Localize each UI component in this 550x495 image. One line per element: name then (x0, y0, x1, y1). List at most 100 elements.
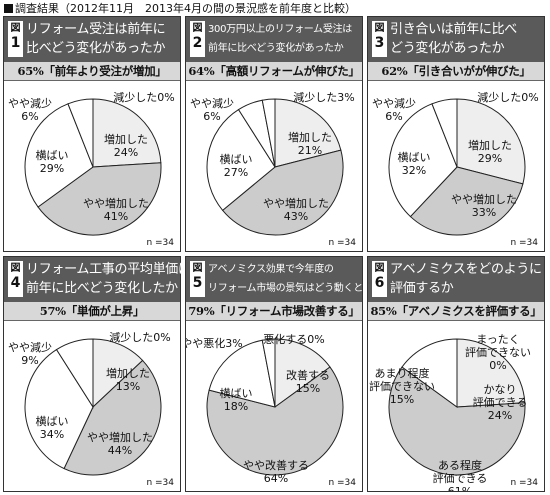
survey-caption: 調査結果（2012年11月 2013年4月の間の景況感を前年度と比較） (4, 2, 356, 15)
slice-label: 増加した 29% (468, 139, 512, 165)
chart-title-line: 引き合いは前年に比べ (390, 22, 518, 37)
chart-title: リフォーム受注は前年に 比べどう変化があったか (26, 20, 177, 58)
slice-label: 横ばい 32% (398, 150, 431, 177)
figure-label: 図 (10, 23, 21, 34)
figure-index: 4 (10, 275, 21, 291)
figure-label: 図 (10, 263, 21, 274)
slice-label: 悪化する0% (263, 332, 324, 346)
slice-label: 増加した 13% (106, 367, 150, 393)
slice-label: 減少した0% (477, 90, 538, 104)
chart-title: アベノミクス効果で今年度の リフォーム市場の景気はどう動くと思うか (208, 260, 392, 298)
square-bullet-icon (4, 4, 13, 13)
pie-slice (456, 98, 526, 185)
panel-header: 図 5 アベノミクス効果で今年度の リフォーム市場の景気はどう動くと思うか (186, 257, 392, 302)
chart-title-line: 300万円以上のリフォーム受注は (208, 24, 352, 35)
chart-panel-6: 図 6 アベノミクスをどのように 評価するか 85%「アベノミクスを評価する」 かなり評価… (367, 256, 545, 492)
pie-slice (274, 98, 342, 168)
panel-header: 図 6 アベノミクスをどのように 評価するか (368, 257, 544, 302)
slice-label: やや増加した 41% (83, 197, 149, 223)
chart-title-line: 前年に比べどう変化があったか (208, 43, 344, 54)
slice-label: やや増加した 33% (451, 193, 517, 219)
slice-label: やや改善する 64% (243, 458, 309, 485)
summary-quote: 62%「引き合いがが伸びた」 (368, 62, 544, 81)
chart-panel-4: 図 4 リフォーム工事の平均単価は 前年に比べどう変化したか 57%「単価が上昇」 増加し… (3, 256, 191, 492)
pie-slice (24, 103, 94, 208)
figure-index: 2 (192, 35, 203, 51)
slice-label: やや増加した 44% (87, 431, 153, 457)
pie-chart: 増加した 24% やや増加した 41% 横ばい 29% やや減少 6% 減少した0% (8, 90, 175, 236)
pie-slice (206, 366, 344, 476)
figure-label: 図 (374, 23, 385, 34)
slice-label: 減少した3% (293, 90, 354, 104)
chart-title-line: どう変化があったか (390, 41, 505, 56)
sample-size: n =34 (510, 238, 538, 248)
chart-panel-3: 図 3 引き合いは前年に比べ どう変化があったか 62%「引き合いがが伸びた」 増加した 2… (367, 16, 545, 252)
panel-header: 図 1 リフォーム受注は前年に 比べどう変化があったか (4, 17, 180, 62)
pie-slice (401, 338, 458, 408)
summary-quote: 79%「リフォーム市場改善する」 (186, 302, 362, 321)
slice-label: やや減少 6% (8, 96, 52, 123)
chart-title-line: アベノミクスをどのように (390, 262, 542, 277)
chart-title: 300万円以上のリフォーム受注は 前年に比べどう変化があったか (208, 20, 359, 58)
pie-chart: 改善する 15% やや改善する 64% 横ばい 18% やや悪化3% 悪化する0% (186, 332, 344, 485)
pie-slice (63, 359, 162, 476)
summary-quote: 57%「単価が上昇」 (4, 302, 180, 321)
pie-chart: 増加した 21% やや増加した 43% 横ばい 27% やや減少 6% 減少した3% (190, 90, 355, 236)
slice-label: ある程度評価できる61% (433, 458, 488, 491)
sample-size: n =34 (328, 478, 356, 488)
chart-title-line: 比べどう変化があったか (26, 41, 166, 56)
summary-quote: 85%「アベノミクスを評価する」 (368, 302, 544, 321)
slice-label: 改善する 15% (286, 368, 330, 395)
figure-index: 5 (192, 275, 203, 291)
sample-size: n =34 (146, 238, 174, 248)
figure-index: 6 (374, 275, 385, 291)
pie-slice (206, 108, 276, 212)
slice-label: やや増加した 43% (263, 197, 329, 223)
pie-slice (409, 166, 524, 236)
summary-quote: 65%「前年より受注が増加」 (4, 62, 180, 81)
chart-title: 引き合いは前年に比べ どう変化があったか (390, 20, 541, 58)
pie-slice (388, 103, 458, 218)
figure-index: 3 (374, 35, 385, 51)
sample-size: n =34 (328, 238, 356, 248)
slice-label: 減少した0% (109, 330, 170, 344)
summary-quote: 64%「高額リフォームが伸びた」 (186, 62, 362, 81)
chart-title-line: リフォーム受注は前年に (26, 22, 166, 37)
caption-text: 調査結果（2012年11月 2013年4月の間の景況感を前年度と比較） (15, 2, 356, 15)
chart-panel-1: 図 1 リフォーム受注は前年に 比べどう変化があったか 65%「前年より受注が増加」 増加… (3, 16, 181, 252)
slice-label: かなり評価できる 24% (473, 383, 528, 422)
chart-title-line: 評価するか (390, 281, 454, 296)
figure-label: 図 (192, 263, 203, 274)
chart-panel-2: 図 2 300万円以上のリフォーム受注は 前年に比べどう変化があったか 64%「高額リフ… (185, 16, 363, 252)
pie-slice (92, 98, 162, 168)
slice-label: 横ばい 18% (220, 386, 253, 413)
figure-label: 図 (192, 23, 203, 34)
pie-slice (24, 348, 94, 470)
chart-title: リフォーム工事の平均単価は 前年に比べどう変化したか (26, 260, 191, 298)
figure-index: 1 (10, 35, 21, 51)
slice-label: 横ばい 34% (36, 414, 69, 441)
slice-label: 横ばい 29% (36, 148, 69, 175)
pie-slice (221, 149, 344, 236)
panel-header: 図 3 引き合いは前年に比べ どう変化があったか (368, 17, 544, 62)
slice-label: やや悪化3% (186, 336, 243, 350)
pie-chart: 増加した 29% やや増加した 33% 横ばい 32% やや減少 6% 減少した0% (372, 90, 539, 236)
chart-title-line: 前年に比べどう変化したか (26, 281, 178, 296)
pie-slice (388, 366, 526, 476)
pie-chart: 増加した 13% やや増加した 44% 横ばい 34% やや減少 9% 減少した0% (8, 330, 171, 476)
panel-header: 図 4 リフォーム工事の平均単価は 前年に比べどう変化したか (4, 257, 191, 302)
chart-title: アベノミクスをどのように 評価するか (390, 260, 542, 298)
pie-slice (92, 338, 144, 409)
pie-slice (456, 338, 526, 408)
slice-label: まったく評価できない 0% (465, 333, 531, 372)
slice-label: 増加した 24% (104, 133, 148, 159)
sample-size: n =34 (146, 478, 174, 488)
figure-label: 図 (374, 263, 385, 274)
